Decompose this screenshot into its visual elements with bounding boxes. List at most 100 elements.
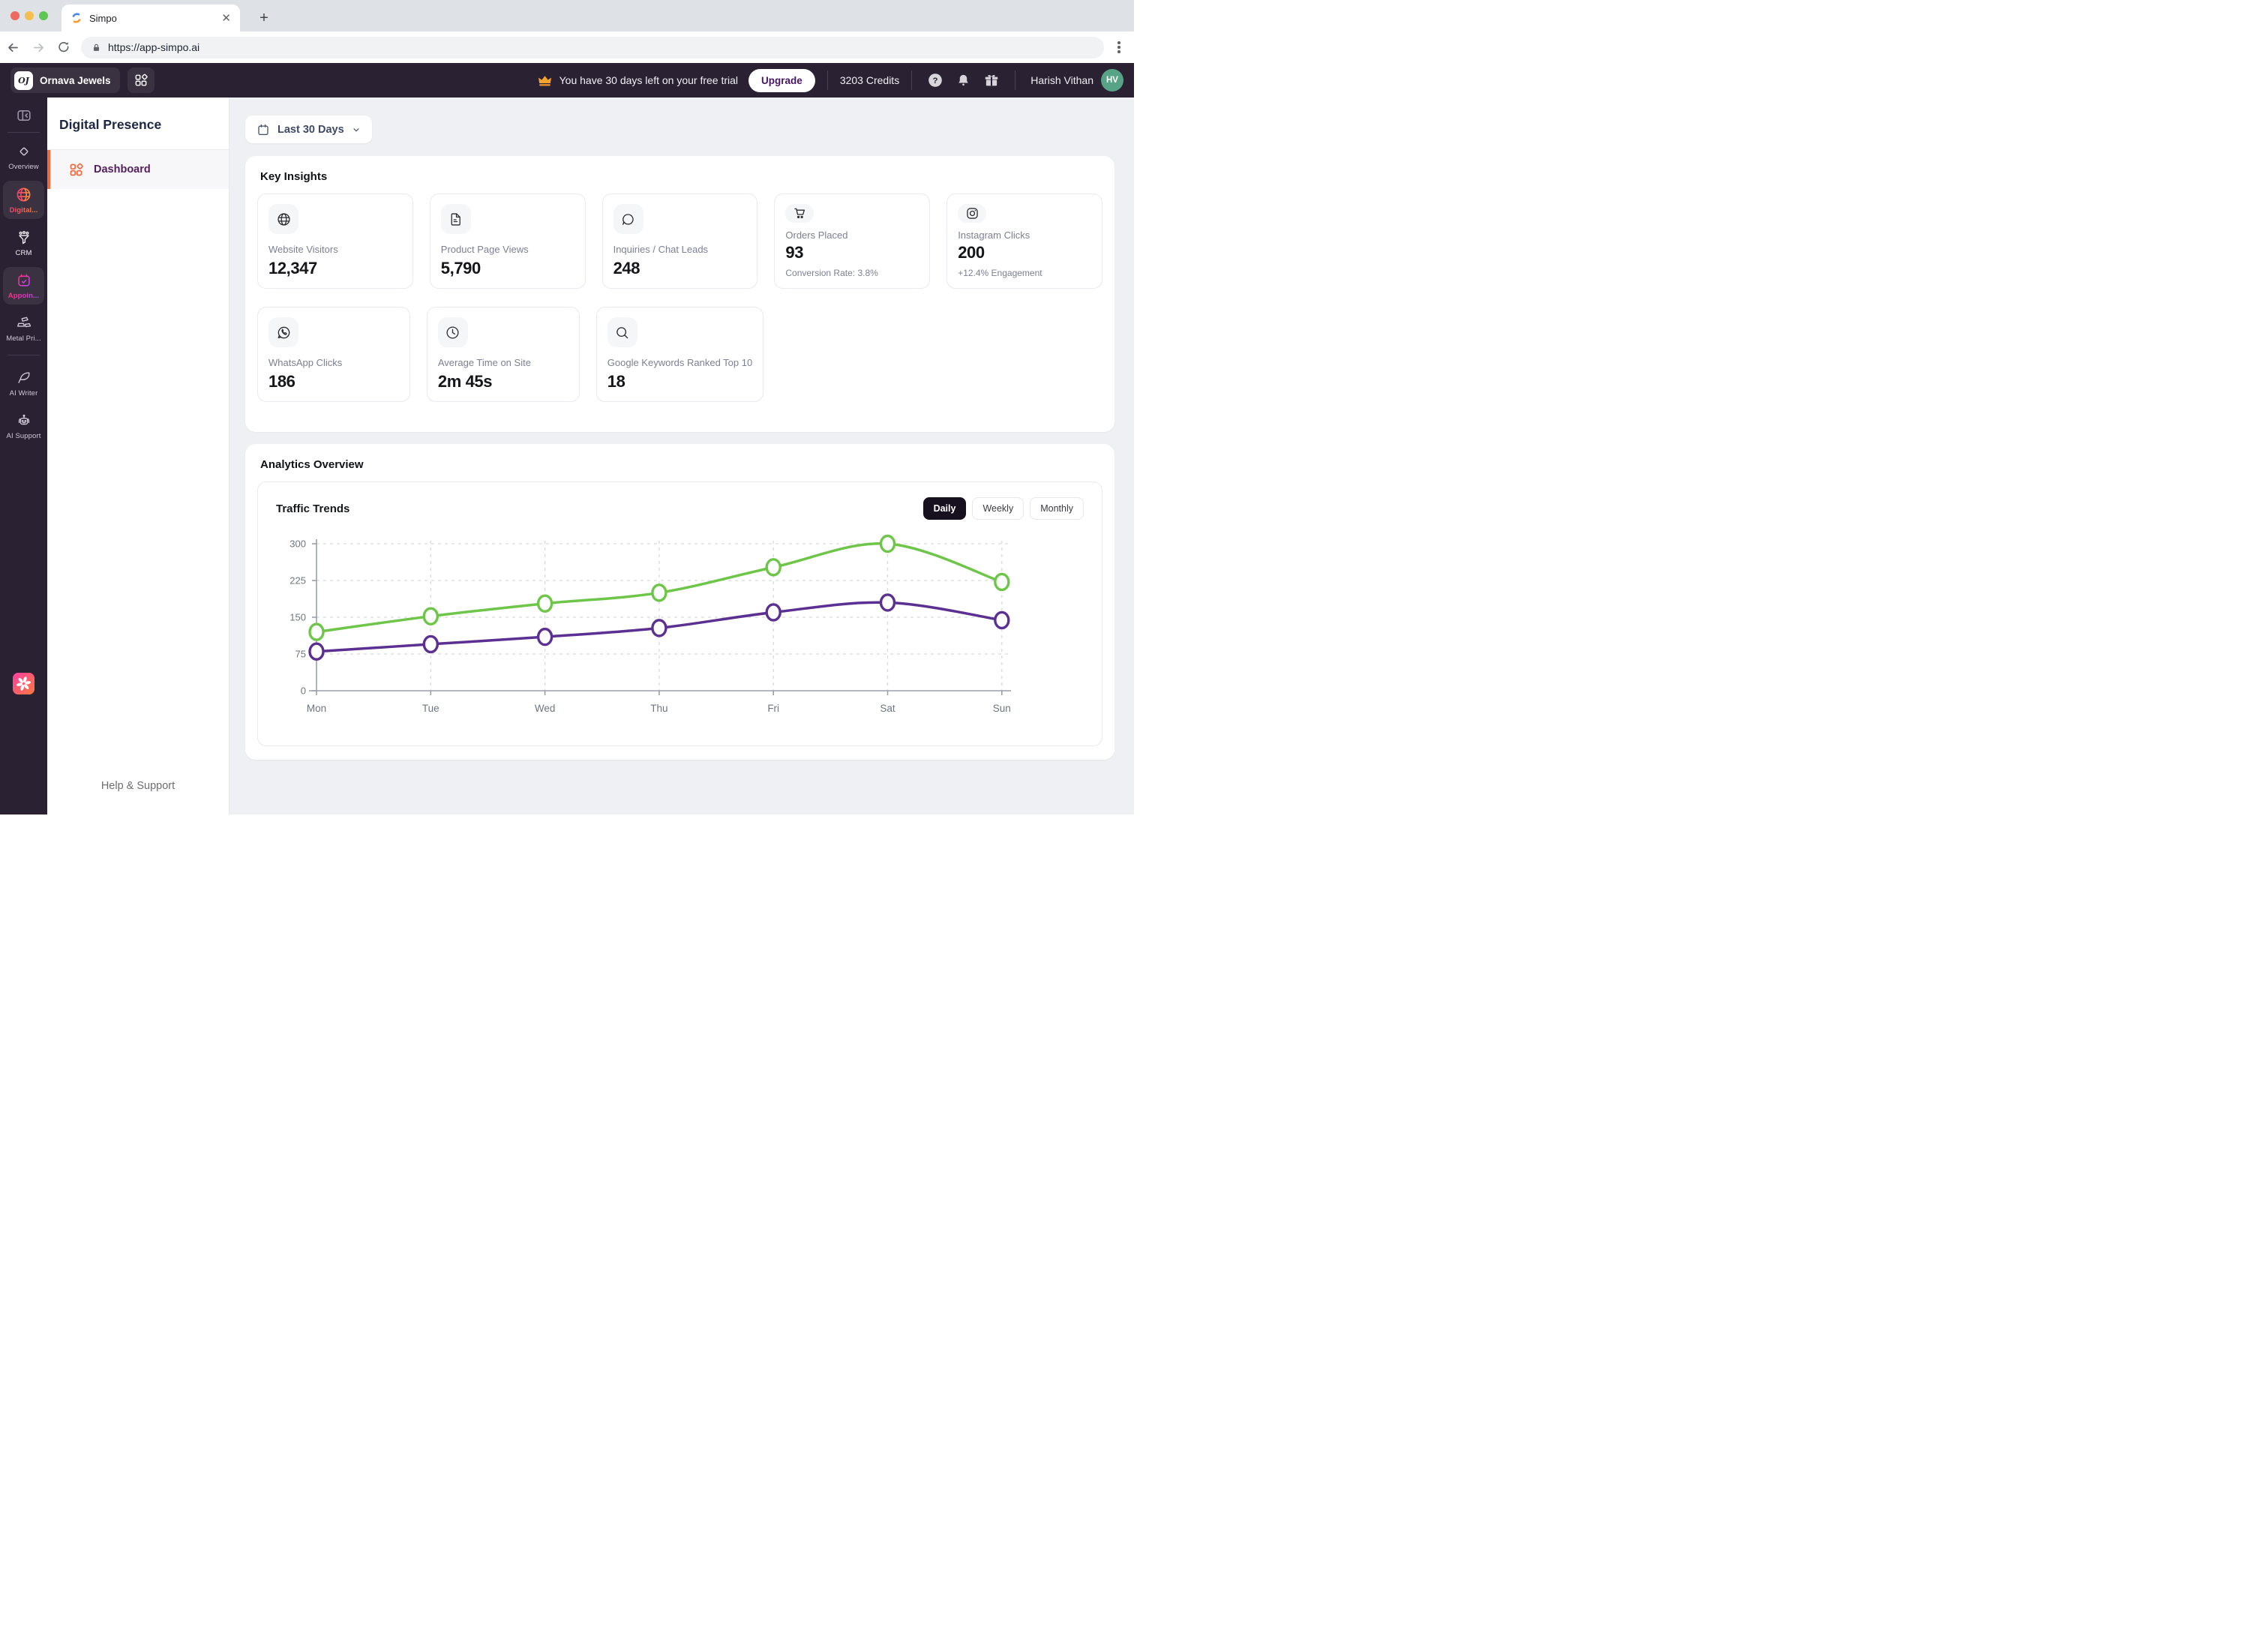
trial-text: You have 30 days left on your free trial	[559, 74, 739, 86]
org-switcher[interactable]: OJ Ornava Jewels	[10, 68, 120, 93]
date-range-filter[interactable]: Last 30 Days	[245, 116, 372, 143]
whatsapp-icon	[278, 326, 290, 338]
chart-title: Traffic Trends	[276, 502, 350, 515]
svg-text:Mon: Mon	[307, 703, 326, 714]
insight-card-product-page-views: Product Page Views 5,790	[429, 194, 586, 289]
insight-card-orders-placed: Orders Placed 93 Conversion Rate: 3.8%	[774, 194, 931, 289]
svg-text:Wed: Wed	[535, 703, 556, 714]
instagram-icon	[966, 208, 978, 219]
chat-icon	[622, 213, 634, 225]
user-name: Harish Vithan	[1030, 74, 1094, 86]
sidebar-item-digital[interactable]: Digital...	[3, 181, 44, 219]
collapse-sidebar-icon[interactable]	[15, 106, 33, 124]
sidebar-divider	[8, 355, 40, 356]
new-tab-button[interactable]: +	[260, 9, 268, 26]
svg-text:150: 150	[290, 612, 306, 623]
sidebar-item-metal-prices[interactable]: Metal Pri...	[3, 310, 44, 347]
analytics-overview-section: Analytics Overview Traffic Trends Daily …	[245, 444, 1114, 760]
secondary-sidebar: Digital Presence Dashboard Help & Suppor…	[47, 98, 230, 814]
sidebar-item-overview[interactable]: Overview	[3, 138, 44, 176]
insight-card-whatsapp-clicks: WhatsApp Clicks 186	[257, 307, 410, 402]
svg-text:225: 225	[290, 575, 306, 586]
simpo-favicon	[72, 13, 81, 23]
traffic-chart-svg: 0 75 150 225 300 Mon Tue Wed Thu Fri Sat Sun	[290, 534, 1011, 714]
back-button[interactable]	[0, 40, 26, 55]
reload-button[interactable]	[51, 40, 76, 54]
org-logo: OJ	[14, 70, 33, 90]
header-divider	[826, 70, 828, 90]
section-title: Digital Presence	[59, 117, 162, 132]
globe-icon	[277, 212, 290, 226]
user-avatar[interactable]: HV	[1101, 69, 1124, 92]
sidebar-item-appointments[interactable]: Appoin...	[3, 267, 44, 304]
grid-diamond-icon	[135, 74, 148, 86]
upgrade-button[interactable]: Upgrade	[748, 68, 815, 92]
nav-item-dashboard[interactable]: Dashboard	[47, 150, 229, 189]
help-support-link[interactable]: Help & Support	[100, 780, 176, 792]
browser-tab[interactable]: Simpo ✕	[62, 4, 240, 32]
sidebar-item-crm[interactable]: CRM	[3, 224, 44, 262]
simpo-logo[interactable]	[13, 673, 34, 694]
robot-icon	[18, 414, 29, 425]
forward-button[interactable]	[26, 40, 51, 55]
window-controls[interactable]	[10, 11, 48, 20]
document-icon	[451, 212, 461, 226]
calendar-icon	[258, 124, 268, 135]
sidebar-item-ai-writer[interactable]: AI Writer	[3, 364, 44, 402]
diamond-icon	[20, 147, 28, 156]
funnel-icon	[18, 230, 29, 244]
credits-counter[interactable]: 3203 Credits	[839, 74, 900, 86]
clock-icon	[446, 326, 459, 339]
org-name: Ornava Jewels	[40, 74, 111, 86]
primary-sidebar: Overview Digital... CRM	[0, 98, 47, 814]
notifications-bell-icon[interactable]	[956, 72, 971, 88]
tab-weekly[interactable]: Weekly	[972, 497, 1024, 520]
apps-grid-button[interactable]	[127, 68, 154, 93]
key-insights-title: Key Insights	[260, 170, 328, 183]
search-icon	[616, 326, 628, 338]
url-text: https://app-simpo.ai	[108, 41, 200, 53]
help-icon[interactable]: ?	[927, 72, 944, 88]
svg-text:Tue: Tue	[422, 703, 440, 714]
svg-text:75: 75	[296, 649, 306, 660]
svg-text:Sun: Sun	[993, 703, 1011, 714]
analytics-overview-title: Analytics Overview	[260, 458, 364, 471]
tab-title: Simpo	[89, 12, 117, 24]
calendar-check-icon	[17, 274, 30, 286]
tab-close-icon[interactable]: ✕	[221, 11, 231, 25]
date-range-label: Last 30 Days	[278, 123, 344, 136]
header-divider	[1015, 70, 1016, 90]
svg-text:300: 300	[290, 538, 306, 550]
tab-daily[interactable]: Daily	[922, 497, 967, 520]
chevron-down-icon	[353, 128, 359, 131]
insight-card-instagram-clicks: Instagram Clicks 200 +12.4% Engagement	[946, 194, 1102, 289]
browser-toolbar: https://app-simpo.ai	[0, 32, 1134, 63]
key-insights-section: Key Insights Website Visitors 12,347 Pro…	[245, 156, 1114, 432]
traffic-trends-card: Traffic Trends Daily Weekly Monthly 0 75 1…	[257, 482, 1102, 746]
address-bar[interactable]: https://app-simpo.ai	[81, 36, 1104, 58]
header-divider	[911, 70, 913, 90]
sidebar-divider	[8, 132, 40, 133]
svg-text:Thu: Thu	[650, 703, 668, 714]
crown-icon	[538, 75, 551, 86]
gift-icon[interactable]	[983, 72, 1000, 88]
zoom-window-button[interactable]	[39, 11, 48, 20]
globe-icon	[16, 188, 31, 202]
gold-bars-icon	[16, 316, 31, 328]
cart-icon	[794, 208, 805, 219]
tab-monthly[interactable]: Monthly	[1030, 497, 1084, 520]
screen: Simpo ✕ + https://app-simpo.ai OJ Ornava…	[0, 0, 1134, 814]
minimize-window-button[interactable]	[25, 11, 34, 20]
insight-card-google-keywords: Google Keywords Ranked Top 10 18	[596, 307, 764, 402]
svg-text:Sat: Sat	[880, 703, 896, 714]
browser-tab-strip: Simpo ✕ +	[0, 0, 1134, 32]
range-tabs: Daily Weekly Monthly	[922, 497, 1084, 520]
svg-text:0: 0	[301, 686, 306, 697]
insight-card-subtext: Conversion Rate: 3.8%	[785, 268, 878, 278]
trial-banner: You have 30 days left on your free trial	[537, 73, 738, 88]
close-window-button[interactable]	[10, 11, 20, 20]
browser-menu-icon[interactable]	[1112, 41, 1126, 53]
sidebar-item-ai-support[interactable]: AI Support	[3, 407, 44, 445]
divider	[47, 149, 229, 150]
svg-text:Fri: Fri	[767, 703, 779, 714]
